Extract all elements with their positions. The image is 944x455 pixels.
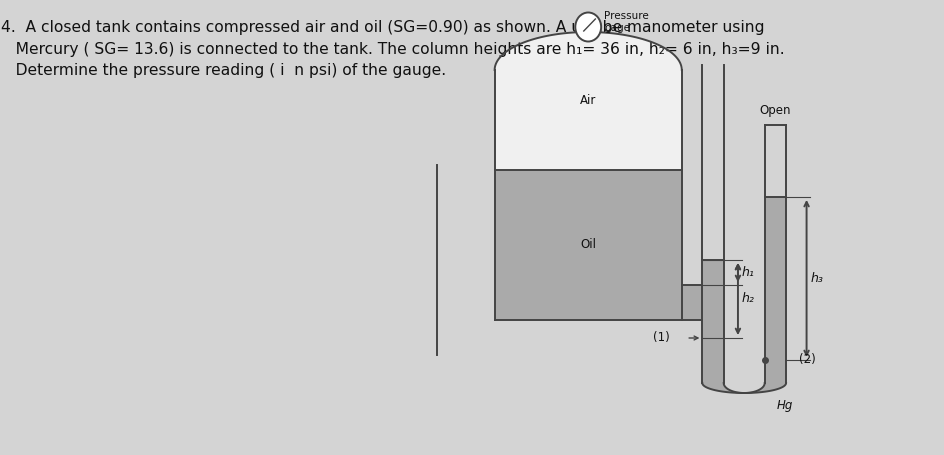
Bar (682, 285, 702, 320)
Bar (702, 260, 724, 383)
Text: h₂: h₂ (742, 293, 754, 305)
Text: 4.  A closed tank contains compressed air and oil (SG=0.90) as shown. A u-tube m: 4. A closed tank contains compressed air… (1, 20, 784, 78)
Bar (495, 170, 682, 320)
Text: Pressure
gage: Pressure gage (604, 11, 649, 33)
Text: Hg: Hg (777, 399, 794, 411)
Text: (2): (2) (800, 354, 817, 366)
Text: Oil: Oil (581, 238, 597, 252)
Bar (495, 70, 682, 170)
Bar (765, 197, 786, 383)
Text: (1): (1) (653, 332, 670, 344)
Text: h₃: h₃ (811, 272, 824, 285)
Text: Open: Open (760, 104, 791, 117)
Text: h₁: h₁ (742, 266, 754, 279)
Text: Air: Air (580, 94, 597, 107)
Circle shape (575, 12, 601, 41)
Polygon shape (702, 383, 786, 393)
